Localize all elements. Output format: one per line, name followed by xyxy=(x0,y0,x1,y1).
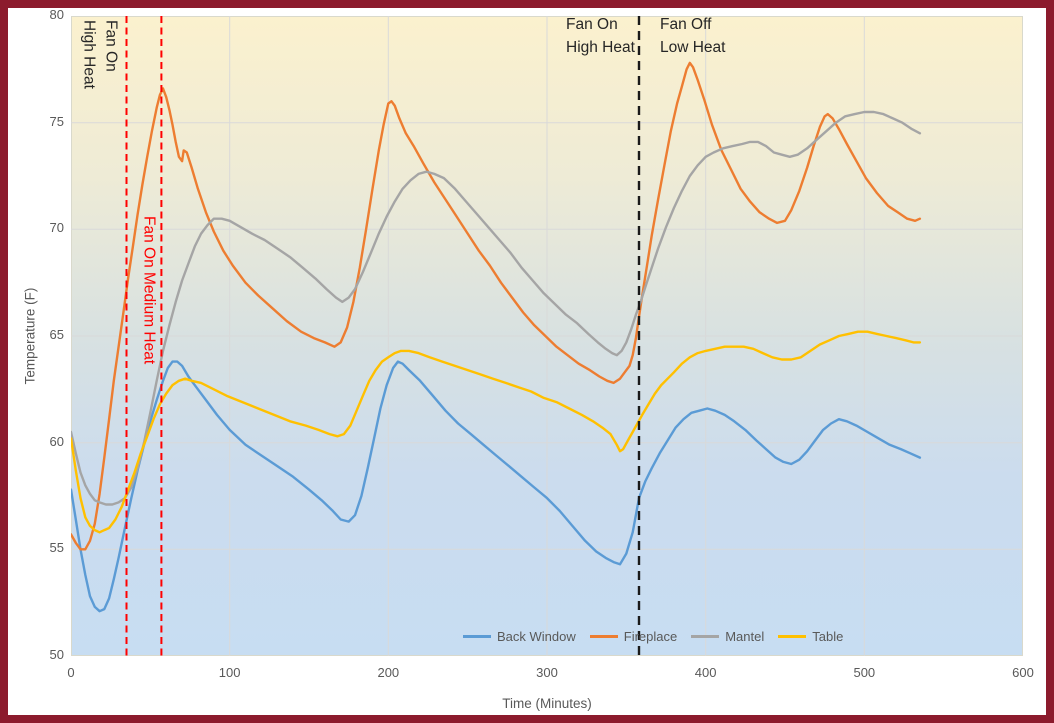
x-tick-label: 500 xyxy=(853,665,876,680)
legend-item-table[interactable]: Table xyxy=(778,629,843,644)
series-table xyxy=(71,330,922,534)
x-tick-label: 600 xyxy=(1012,665,1034,680)
annotation-line: Fan Off xyxy=(660,16,712,33)
legend-label: Table xyxy=(812,629,844,644)
legend-item-fireplace[interactable]: Fireplace xyxy=(589,629,678,644)
legend-label: Back Window xyxy=(497,629,576,644)
legend-item-mantel[interactable]: Mantel xyxy=(691,629,764,644)
legend-label: Mantel xyxy=(725,629,765,644)
x-tick-label: 100 xyxy=(218,665,241,680)
y-tick-label: 70 xyxy=(49,220,64,236)
y-axis-title: Temperature (F) xyxy=(22,287,38,385)
annotation-line: Fan On xyxy=(566,16,618,33)
y-tick-label: 50 xyxy=(49,647,64,662)
series-back-window xyxy=(71,360,922,613)
legend: Back Window Fireplace Mantel Table xyxy=(463,629,843,644)
legend-item-back-window[interactable]: Back Window xyxy=(463,629,576,644)
annotation-fan-off-low-heat: Fan Off Low Heat xyxy=(660,13,725,60)
x-tick-label: 0 xyxy=(67,665,75,680)
series-mantel xyxy=(71,110,922,506)
x-axis-title: Time (Minutes) xyxy=(502,696,592,711)
y-tick-label: 55 xyxy=(49,540,64,556)
legend-swatch xyxy=(691,635,720,638)
annotation-fan-on-medium-heat: Fan On Medium Heat xyxy=(140,216,158,365)
y-tick-label: 80 xyxy=(49,7,64,22)
y-tick-label: 75 xyxy=(49,113,64,129)
annotation-line: Low Heat xyxy=(660,39,726,57)
annotation-fan-on-high-heat-start: Fan On High Heat xyxy=(78,20,121,89)
annotation-line: High Heat xyxy=(566,39,635,57)
legend-swatch xyxy=(589,635,618,638)
legend-swatch xyxy=(778,635,807,638)
x-tick-label: 300 xyxy=(536,665,558,680)
series-fireplace xyxy=(71,61,922,551)
y-tick-label: 60 xyxy=(49,433,64,449)
chart-canvas xyxy=(71,16,1023,656)
annotation-line: Fan On xyxy=(102,20,120,72)
x-tick-label: 400 xyxy=(694,665,717,680)
legend-swatch xyxy=(463,635,491,638)
annotation-line: High Heat xyxy=(80,20,98,89)
legend-label: Fireplace xyxy=(623,629,678,644)
x-tick-label: 200 xyxy=(377,665,400,680)
y-tick-label: 65 xyxy=(49,327,64,342)
annotation-fan-on-high-heat-second: Fan On High Heat xyxy=(566,13,635,60)
